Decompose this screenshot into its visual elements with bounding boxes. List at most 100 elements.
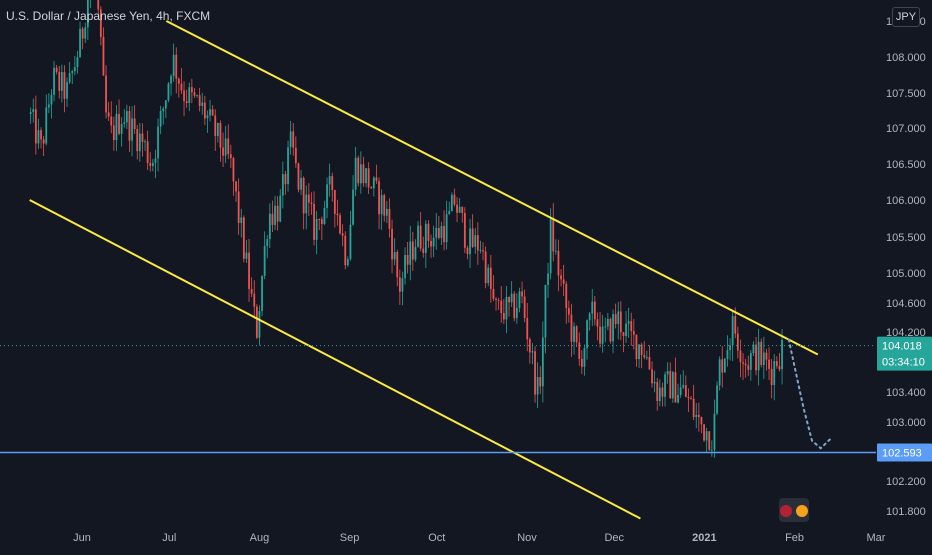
candle (461, 206, 464, 223)
candle-body (170, 76, 172, 84)
candle (450, 192, 453, 212)
candle (144, 139, 146, 152)
candle-body (474, 235, 477, 247)
candle-body (294, 147, 297, 164)
candle-body (375, 177, 378, 181)
candle-body (682, 385, 685, 388)
candle-body (539, 377, 542, 387)
candle (276, 196, 279, 231)
candle (123, 109, 126, 128)
candle-body (328, 176, 331, 185)
candle (619, 301, 622, 341)
candle (313, 191, 315, 246)
candle (193, 87, 196, 98)
currency-button[interactable]: JPY (892, 7, 920, 27)
candle-body (752, 344, 755, 354)
candle (211, 105, 214, 117)
candle-body (406, 254, 409, 265)
candle-body (723, 358, 726, 373)
candle (716, 381, 718, 415)
time-tick: Feb (785, 532, 804, 544)
candle-body (697, 414, 700, 418)
candle (222, 132, 224, 167)
candle-body (664, 374, 666, 397)
candle (440, 221, 443, 246)
candle-body (749, 353, 752, 370)
candle-body (505, 296, 508, 320)
candle (333, 189, 336, 228)
candle-body (235, 181, 237, 192)
candle (320, 216, 323, 241)
candle (684, 375, 687, 398)
candle (128, 106, 131, 152)
candle (34, 95, 37, 155)
candle (71, 69, 74, 85)
candle (591, 289, 594, 327)
candle (274, 195, 276, 231)
candle (302, 176, 305, 230)
candle (437, 215, 440, 240)
candle (731, 309, 734, 361)
candle (177, 77, 180, 98)
candle (700, 416, 703, 434)
candle-body (658, 387, 661, 402)
candle-body (450, 194, 453, 212)
candle (710, 440, 713, 457)
candle (253, 280, 256, 319)
candle-body (599, 326, 601, 344)
candle (627, 307, 630, 338)
candle-body (201, 102, 204, 106)
candle (372, 176, 375, 197)
candle-body (53, 67, 55, 95)
candle-body (487, 267, 490, 284)
candle-body (635, 334, 638, 360)
candle-body (266, 239, 269, 246)
countdown-value: 03:34:10 (882, 357, 925, 369)
candle-body (40, 130, 42, 140)
candle-body (580, 358, 583, 367)
candle (721, 346, 724, 388)
candle (736, 326, 739, 359)
candle-body (253, 293, 256, 307)
candle-body (422, 248, 425, 253)
candle (562, 264, 565, 296)
candle-body (523, 296, 526, 318)
candle (185, 89, 188, 108)
candle (760, 338, 763, 368)
candle (396, 249, 399, 287)
candle-body (630, 321, 633, 332)
candle (29, 107, 32, 124)
candle (240, 208, 243, 238)
candle (536, 362, 539, 409)
candle (458, 198, 461, 213)
candle (393, 238, 396, 266)
candle-body (359, 164, 362, 184)
candle-body (526, 317, 529, 340)
candle (362, 156, 365, 187)
candle (383, 193, 386, 222)
candle (682, 370, 685, 390)
candle-body (362, 164, 365, 184)
candle-body (677, 394, 679, 403)
candle (664, 371, 666, 407)
candle-body (281, 174, 284, 196)
lower-trendline (29, 199, 641, 520)
candle-body (76, 57, 79, 67)
candle (354, 146, 357, 197)
candle-body (157, 126, 159, 159)
candle (635, 334, 638, 367)
candle (297, 162, 300, 193)
candle-body (232, 158, 235, 182)
candle-body (349, 224, 352, 260)
candle-body (102, 36, 105, 76)
candle (656, 377, 659, 411)
candle (671, 370, 674, 403)
candle (107, 101, 110, 121)
candle (632, 318, 635, 350)
candle (73, 55, 76, 76)
candle-body (183, 90, 185, 102)
candle (250, 277, 253, 298)
price-tick: 107.500 (886, 88, 926, 100)
